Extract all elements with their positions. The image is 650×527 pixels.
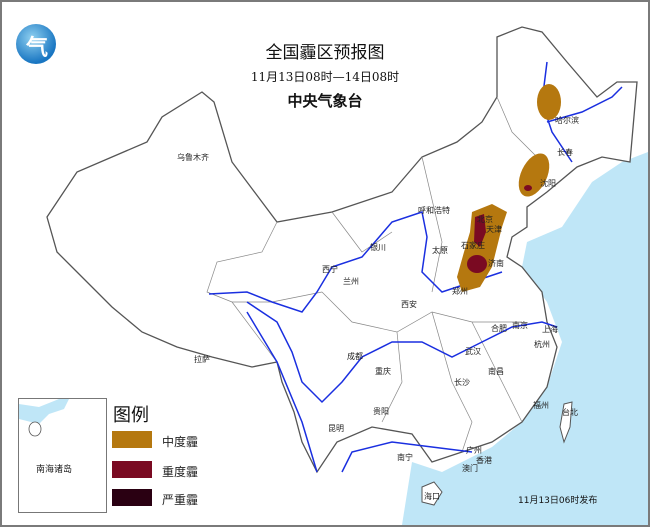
haze-moderate-heilongjiang xyxy=(537,84,561,120)
city-label: 武汉 xyxy=(465,347,481,356)
legend-label-severe: 严重霾 xyxy=(162,493,199,507)
city-label: 成都 xyxy=(347,352,363,361)
south-china-sea-inset: 南海诸岛 xyxy=(18,398,107,513)
city-label: 合肥 xyxy=(491,324,507,333)
heilongjiang-river xyxy=(546,86,623,123)
city-label: 南昌 xyxy=(488,367,504,376)
sea xyxy=(402,152,648,525)
city-label: 重庆 xyxy=(375,367,391,376)
legend-title: 图例 xyxy=(113,405,149,426)
city-label: 昆明 xyxy=(328,424,344,433)
pearl-river xyxy=(341,441,473,473)
yangtze-river xyxy=(246,301,558,404)
city-label: 济南 xyxy=(488,259,504,268)
inset-map xyxy=(19,399,69,437)
city-label: 澳门 xyxy=(462,464,478,473)
city-label: 拉萨 xyxy=(194,355,210,364)
city-label: 郑州 xyxy=(452,287,468,296)
map-title: 全国霾区预报图 xyxy=(265,43,385,63)
city-label: 兰州 xyxy=(343,277,359,286)
city-label: 北京 xyxy=(477,215,493,224)
city-label: 天津 xyxy=(486,225,502,234)
logo-glyph: 气 xyxy=(26,36,49,61)
city-label: 台北 xyxy=(562,408,578,417)
haze-moderate-north-china xyxy=(457,204,507,292)
legend-swatch-severe xyxy=(112,489,152,506)
hainan xyxy=(421,481,443,506)
legend-label-moderate: 中度霾 xyxy=(162,435,199,449)
inset-label: 南海诸岛 xyxy=(36,465,73,475)
city-label: 广州 xyxy=(466,446,482,455)
city-label: 呼和浩特 xyxy=(418,206,450,215)
city-label: 太原 xyxy=(432,246,448,255)
nu-lancang-river xyxy=(246,311,318,473)
city-label: 银川 xyxy=(370,243,386,252)
city-label: 香港 xyxy=(476,456,492,465)
city-label: 海口 xyxy=(424,492,440,501)
haze-heavy-shijiazhuang xyxy=(467,255,487,273)
city-label: 福州 xyxy=(533,401,549,410)
forecast-period: 11月13日08时—14日08时 xyxy=(250,70,400,84)
legend-swatch-moderate xyxy=(112,431,152,448)
haze-areas xyxy=(457,84,561,292)
city-label: 长沙 xyxy=(454,378,470,387)
city-label: 长春 xyxy=(557,148,573,157)
city-label: 石家庄 xyxy=(461,241,485,250)
city-label: 南京 xyxy=(512,321,528,330)
yellow-river xyxy=(208,211,503,313)
city-label: 沈阳 xyxy=(540,179,556,188)
rivers xyxy=(208,61,623,473)
legend-swatch-heavy xyxy=(112,461,152,478)
haze-heavy-liaoning xyxy=(524,185,532,191)
city-label: 杭州 xyxy=(534,340,550,349)
city-label: 上海 xyxy=(542,325,558,334)
city-label: 哈尔滨 xyxy=(555,116,579,125)
legend-label-heavy: 重度霾 xyxy=(162,465,199,479)
issue-time: 11月13日06时发布 xyxy=(518,496,598,506)
city-label: 西宁 xyxy=(322,265,338,274)
haze-heavy-beijing-hebei xyxy=(474,214,486,247)
cma-logo: 气 xyxy=(16,24,56,64)
city-label: 西安 xyxy=(401,300,417,309)
city-label: 乌鲁木齐 xyxy=(177,153,209,162)
taiwan xyxy=(559,401,573,444)
agency-name: 中央气象台 xyxy=(287,92,363,110)
city-label: 南宁 xyxy=(397,453,413,462)
city-label: 贵阳 xyxy=(373,407,389,416)
